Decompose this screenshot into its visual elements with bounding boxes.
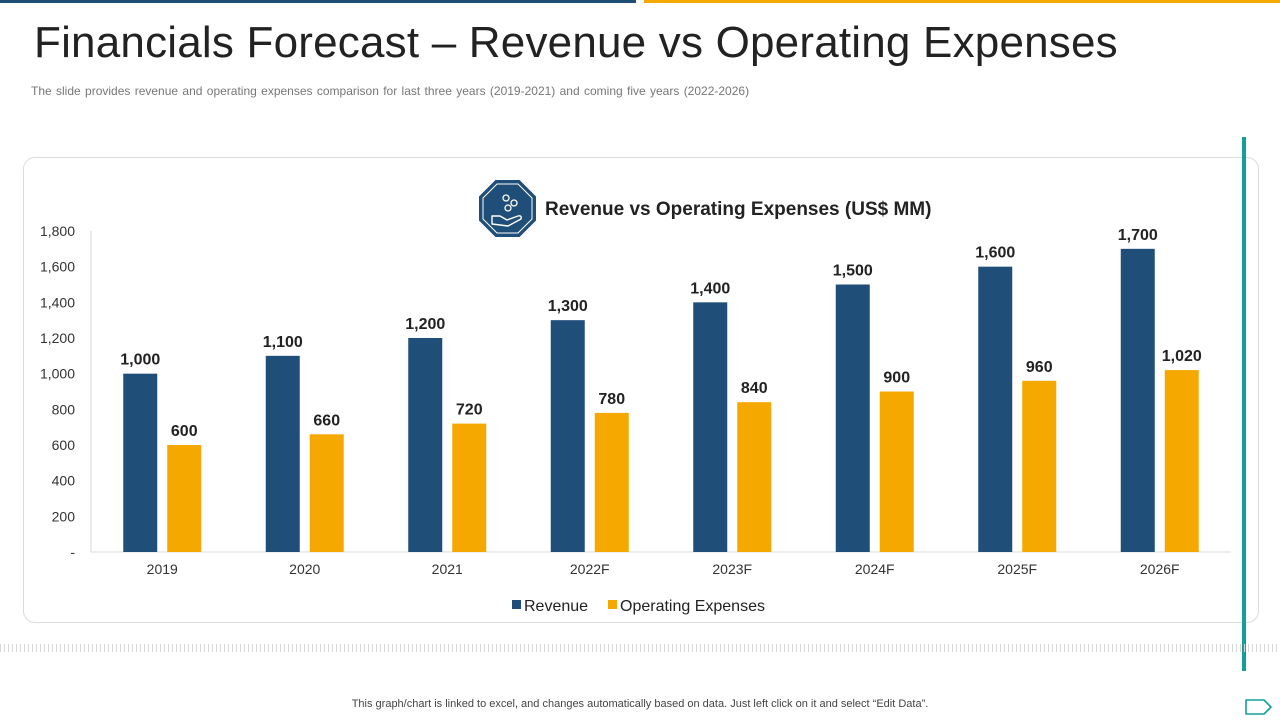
x-tick-label: 2021 [432, 561, 463, 577]
legend-revenue-swatch [512, 600, 521, 609]
legend-opex-swatch [608, 600, 617, 609]
y-tick-label: 200 [52, 508, 76, 524]
data-label: 1,600 [975, 245, 1015, 262]
data-label: 720 [456, 402, 483, 419]
y-tick-label: 1,800 [40, 223, 75, 239]
data-label: 1,300 [548, 298, 588, 315]
top-accent-bar-blue [0, 0, 636, 3]
data-label: 1,020 [1162, 348, 1202, 365]
opex-bar [879, 391, 914, 552]
revenue-bar [550, 320, 585, 552]
revenue-bar [265, 355, 300, 552]
data-label: 1,100 [263, 334, 303, 351]
revenue-bar [1120, 248, 1155, 553]
opex-bar [452, 423, 487, 552]
y-tick-label: 1,200 [40, 330, 75, 346]
data-label: 1,700 [1118, 227, 1158, 244]
opex-bar [309, 434, 344, 552]
chart-card[interactable] [23, 157, 1259, 623]
opex-bar [167, 445, 202, 552]
legend-opex-label: Operating Expenses [620, 598, 765, 615]
data-label: 1,000 [120, 352, 160, 369]
page-title: Financials Forecast – Revenue vs Operati… [34, 18, 1118, 67]
opex-bar [1022, 380, 1057, 552]
teal-accent-line [1242, 137, 1246, 671]
data-label: 1,500 [833, 263, 873, 280]
hand-with-coins-icon [477, 178, 538, 239]
x-tick-label: 2025F [997, 561, 1037, 577]
opex-bar [737, 402, 772, 552]
opex-bar [1164, 370, 1199, 552]
data-label: 840 [741, 380, 768, 397]
revenue-bar [123, 373, 158, 552]
y-tick-label: 1,600 [40, 259, 75, 275]
dotted-divider [0, 644, 1280, 652]
revenue-bar [978, 266, 1013, 552]
y-tick-label: - [70, 544, 75, 560]
x-tick-label: 2023F [712, 561, 752, 577]
x-tick-label: 2019 [147, 561, 178, 577]
data-label: 960 [1026, 359, 1053, 376]
revenue-bar [408, 338, 443, 552]
y-tick-label: 400 [52, 473, 76, 489]
chart-title: Revenue vs Operating Expenses (US$ MM) [545, 199, 931, 220]
y-tick-label: 600 [52, 437, 76, 453]
top-accent-bar-yellow [644, 0, 1280, 3]
revenue-bar [835, 284, 870, 552]
data-label: 1,400 [690, 280, 730, 297]
x-tick-label: 2024F [855, 561, 895, 577]
data-label: 900 [883, 370, 910, 387]
y-tick-label: 800 [52, 401, 76, 417]
data-label: 1,200 [405, 316, 445, 333]
data-label: 780 [598, 391, 625, 408]
arrow-tag-icon[interactable] [1244, 697, 1274, 717]
legend-revenue-label: Revenue [524, 598, 588, 615]
x-tick-label: 2026F [1140, 561, 1180, 577]
opex-bar [594, 412, 629, 552]
page-subtitle: The slide provides revenue and operating… [31, 84, 750, 98]
footnote: This graph/chart is linked to excel, and… [351, 698, 929, 710]
x-tick-label: 2022F [570, 561, 610, 577]
data-label: 600 [171, 423, 198, 440]
revenue-bar [693, 302, 728, 552]
x-tick-label: 2020 [289, 561, 320, 577]
data-label: 660 [313, 412, 340, 429]
y-tick-label: 1,400 [40, 294, 75, 310]
y-tick-label: 1,000 [40, 366, 75, 382]
